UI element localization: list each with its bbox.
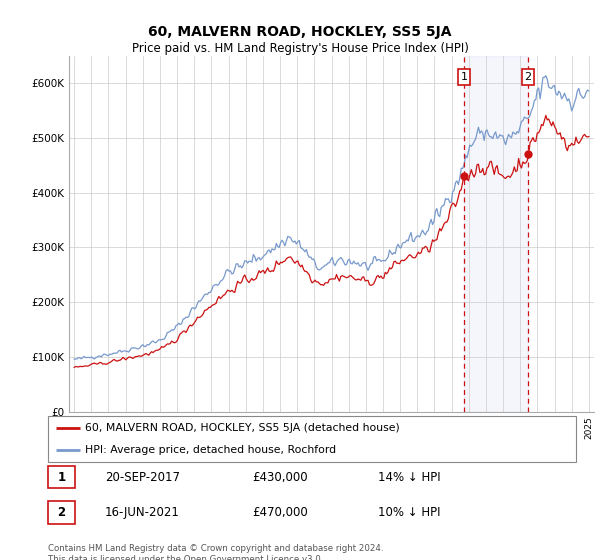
Text: 1: 1 xyxy=(58,470,65,484)
FancyBboxPatch shape xyxy=(48,466,75,488)
Text: Contains HM Land Registry data © Crown copyright and database right 2024.
This d: Contains HM Land Registry data © Crown c… xyxy=(48,544,383,560)
Text: 20-SEP-2017: 20-SEP-2017 xyxy=(105,470,180,484)
FancyBboxPatch shape xyxy=(48,501,75,524)
Text: £430,000: £430,000 xyxy=(252,470,308,484)
Text: 60, MALVERN ROAD, HOCKLEY, SS5 5JA: 60, MALVERN ROAD, HOCKLEY, SS5 5JA xyxy=(148,25,452,39)
Text: 60, MALVERN ROAD, HOCKLEY, SS5 5JA (detached house): 60, MALVERN ROAD, HOCKLEY, SS5 5JA (deta… xyxy=(85,423,400,433)
FancyBboxPatch shape xyxy=(48,416,576,462)
Bar xyxy=(464,56,528,412)
Text: 14% ↓ HPI: 14% ↓ HPI xyxy=(378,470,440,484)
Text: Price paid vs. HM Land Registry's House Price Index (HPI): Price paid vs. HM Land Registry's House … xyxy=(131,42,469,55)
Text: 1: 1 xyxy=(460,72,467,82)
Text: 2: 2 xyxy=(524,72,532,82)
Text: HPI: Average price, detached house, Rochford: HPI: Average price, detached house, Roch… xyxy=(85,445,336,455)
Text: £470,000: £470,000 xyxy=(252,506,308,519)
Text: 16-JUN-2021: 16-JUN-2021 xyxy=(105,506,180,519)
Text: 2: 2 xyxy=(58,506,65,519)
Text: 10% ↓ HPI: 10% ↓ HPI xyxy=(378,506,440,519)
